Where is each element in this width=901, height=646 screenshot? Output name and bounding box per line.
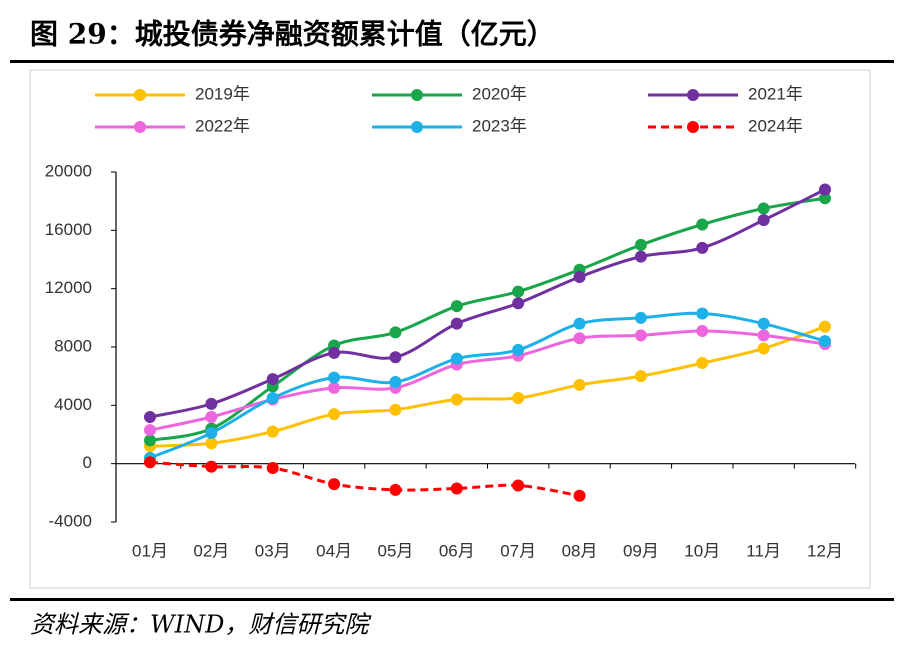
data-point [328, 346, 341, 359]
data-point [389, 483, 402, 496]
data-point [328, 371, 341, 384]
data-point [512, 479, 525, 492]
data-point [634, 311, 647, 324]
data-point [696, 241, 709, 254]
data-point [450, 352, 463, 365]
data-point [144, 434, 156, 447]
data-point [205, 437, 218, 450]
data-point [144, 456, 156, 469]
legend-marker [134, 89, 146, 101]
data-point [205, 460, 218, 473]
data-point [696, 307, 709, 320]
data-point [573, 378, 586, 391]
x-tick-label: 03月 [255, 541, 291, 560]
series-line [149, 188, 826, 419]
data-point [266, 462, 279, 475]
data-point [450, 393, 463, 406]
x-tick-label: 12月 [807, 541, 843, 560]
data-point [328, 408, 341, 421]
y-tick-label: 4000 [54, 395, 92, 414]
data-point [389, 351, 402, 364]
data-point [266, 392, 279, 405]
data-point [819, 183, 831, 196]
legend-marker [687, 89, 699, 101]
x-tick-label: 08月 [562, 541, 598, 560]
x-tick-label: 07月 [500, 541, 536, 560]
data-point [512, 297, 525, 310]
data-point [634, 238, 647, 251]
chart-title: 图 29：城投债券净融资额累计值（亿元） [30, 18, 555, 51]
data-point [512, 392, 525, 405]
data-point [205, 427, 218, 440]
data-point [389, 376, 402, 388]
data-point [328, 478, 341, 491]
data-point [819, 335, 831, 348]
legend-marker [411, 89, 423, 101]
series-line [149, 325, 826, 448]
plot-frame [29, 69, 871, 589]
y-tick-label: 8000 [54, 336, 92, 355]
x-tick-label: 02月 [193, 541, 229, 560]
data-point [328, 381, 341, 394]
source-note: 资料来源：WIND，财信研究院 [30, 611, 372, 639]
data-point [144, 424, 156, 437]
data-point [573, 489, 586, 502]
data-point [450, 482, 463, 495]
y-tick-label: 20000 [45, 161, 92, 180]
data-point [573, 317, 586, 330]
legend-label: 2024年 [748, 116, 803, 135]
y-tick-label: 0 [83, 453, 92, 472]
data-point [573, 271, 586, 283]
data-point [266, 373, 279, 386]
data-point [205, 397, 218, 410]
legend-marker [411, 121, 423, 133]
data-point [573, 332, 586, 345]
x-tick-label: 11月 [746, 541, 781, 560]
source-rule [10, 598, 894, 601]
data-point [389, 403, 402, 416]
data-point [634, 329, 647, 342]
data-point [757, 342, 770, 355]
data-point [512, 343, 525, 356]
data-point [757, 202, 770, 215]
data-point [266, 425, 279, 438]
data-point [389, 326, 402, 339]
series-line [149, 329, 826, 432]
data-point [144, 411, 156, 423]
y-tick-label: 12000 [45, 278, 92, 297]
data-point [696, 357, 709, 370]
x-tick-label: 06月 [439, 541, 475, 560]
data-point [512, 285, 525, 298]
data-point [819, 320, 831, 333]
legend-label: 2021年 [748, 84, 803, 103]
data-point [757, 329, 770, 342]
data-point [757, 317, 770, 330]
legend-marker [134, 121, 146, 133]
legend-label: 2022年 [195, 116, 250, 135]
data-point [450, 317, 463, 330]
title-rule [10, 60, 894, 63]
data-point [696, 218, 709, 231]
data-point [205, 411, 218, 423]
data-point [757, 214, 770, 227]
x-tick-label: 09月 [623, 541, 659, 560]
data-point [819, 192, 831, 205]
legend-label: 2023年 [472, 116, 527, 135]
y-tick-label: -4000 [49, 511, 92, 530]
x-tick-label: 04月 [316, 541, 352, 560]
legend-label: 2019年 [195, 84, 250, 103]
data-point [634, 250, 647, 263]
x-tick-label: 01月 [132, 541, 168, 560]
x-tick-label: 10月 [684, 541, 720, 560]
data-point [450, 300, 463, 313]
legend-marker [687, 121, 699, 133]
x-tick-label: 05月 [377, 541, 413, 560]
y-tick-label: 16000 [45, 220, 92, 239]
data-point [696, 324, 709, 337]
data-point [634, 370, 647, 383]
legend-label: 2020年 [472, 84, 527, 103]
